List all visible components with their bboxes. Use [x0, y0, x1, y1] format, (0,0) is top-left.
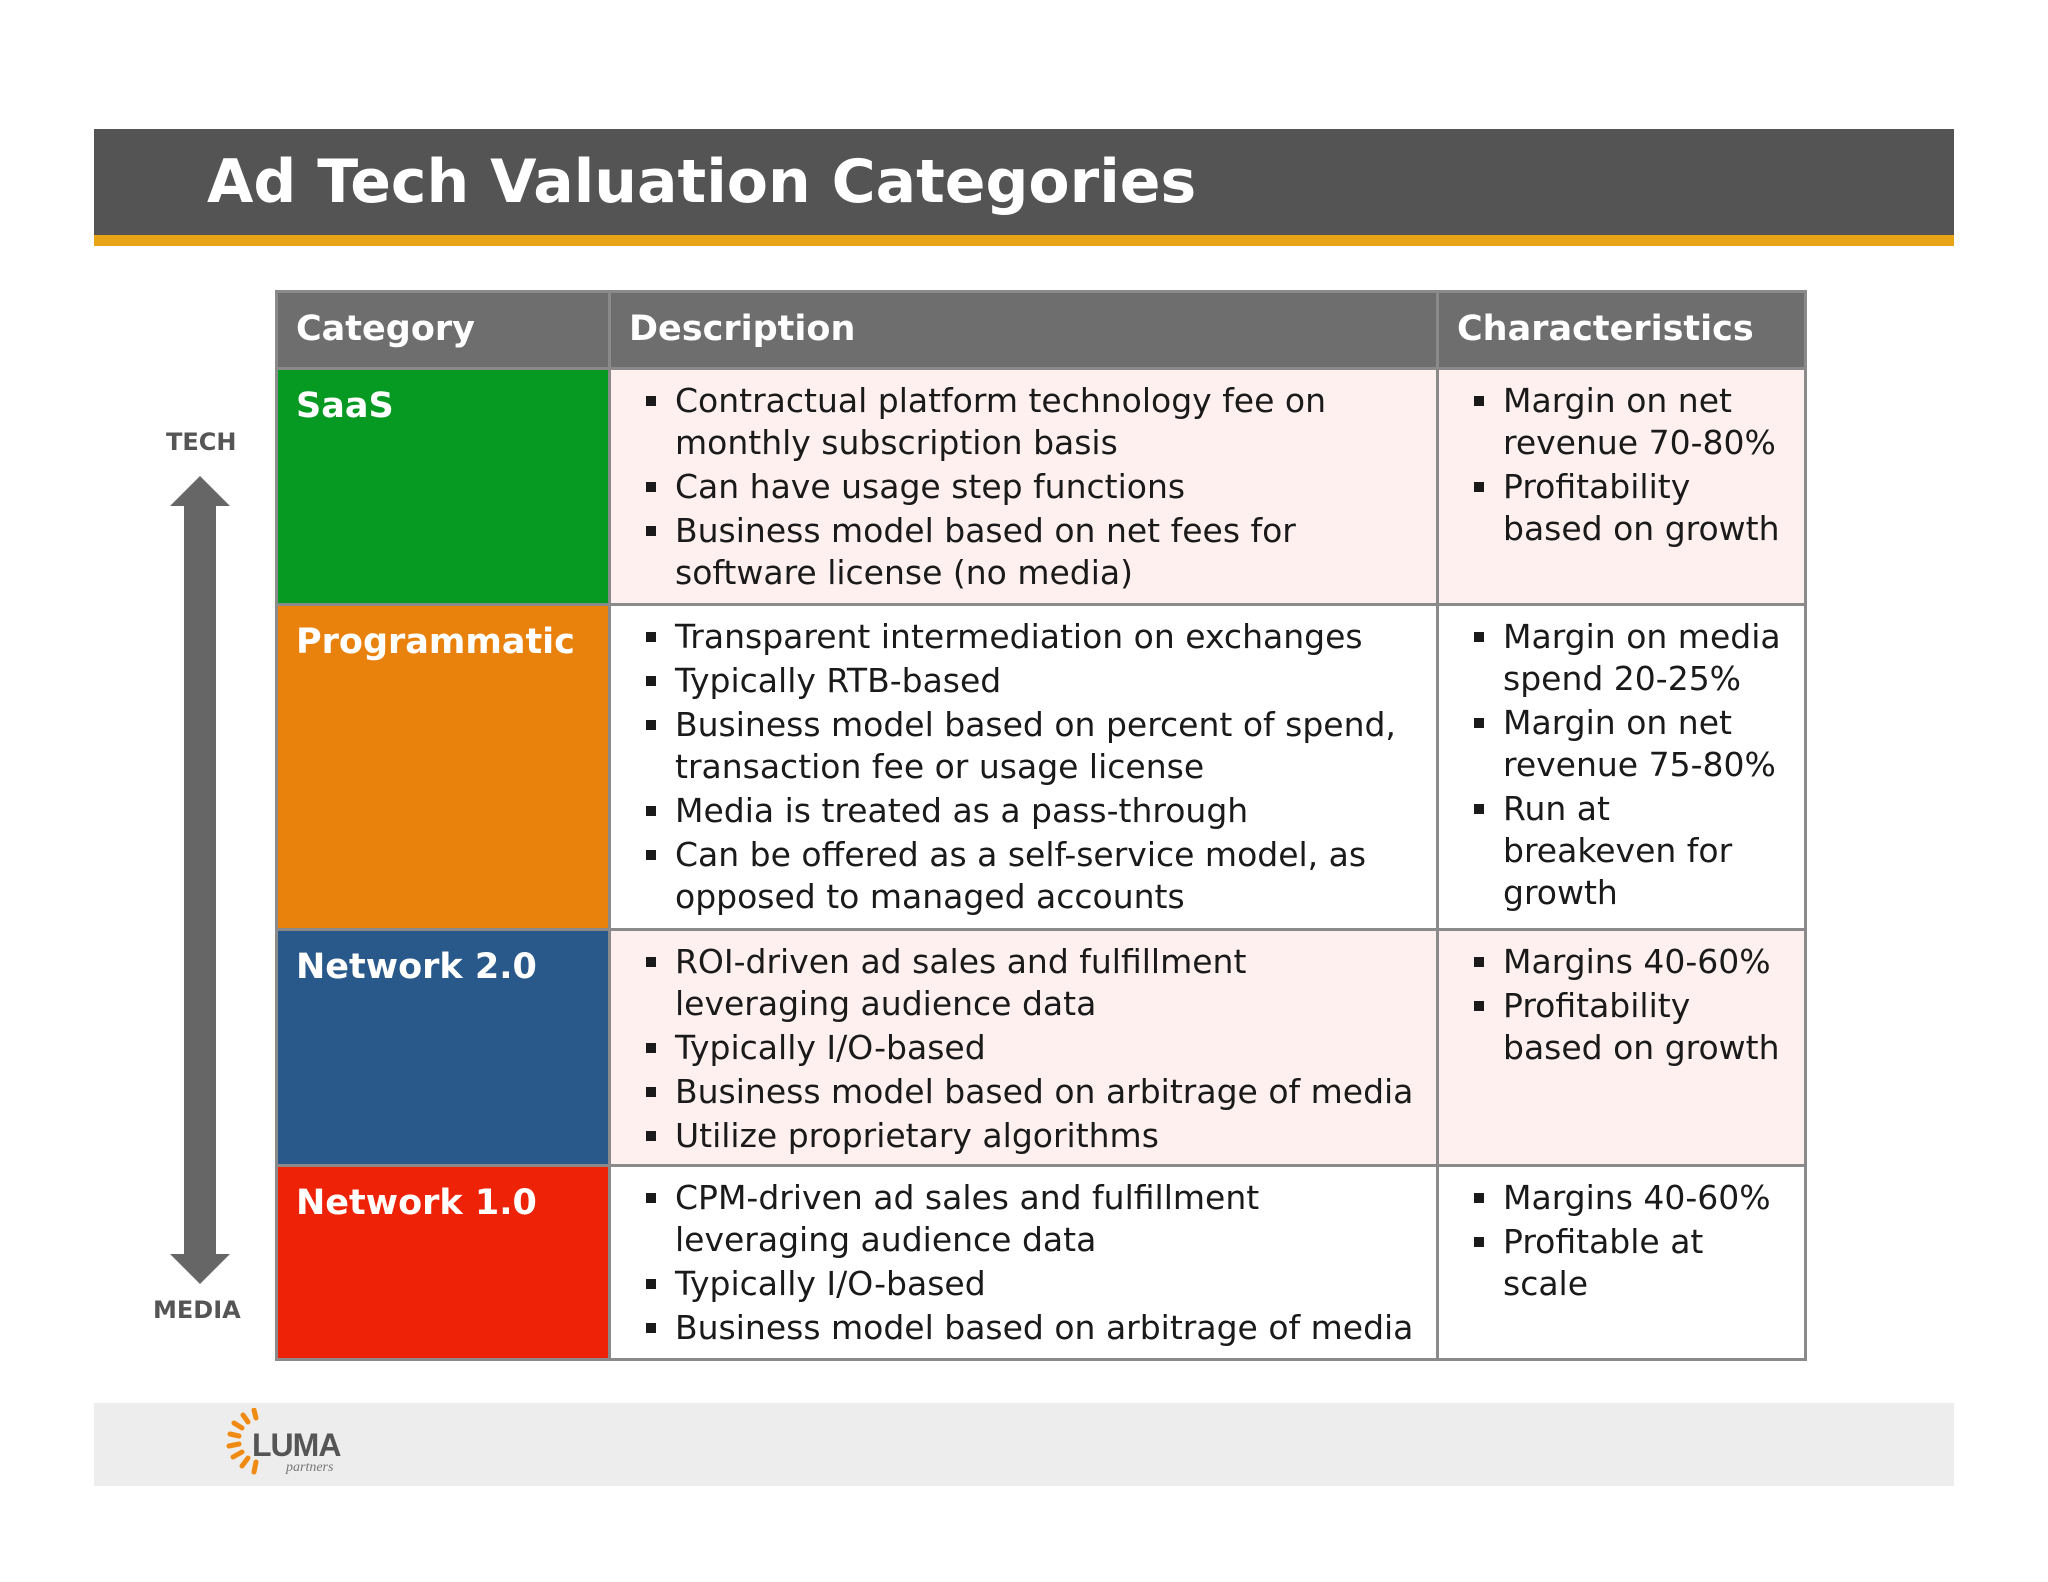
- luma-sunburst-logo-icon: [226, 1408, 259, 1475]
- description-item: Business model based on arbitrage of med…: [629, 1071, 1422, 1113]
- description-item: Can have usage step functions: [629, 466, 1422, 508]
- table-row: SaaS Contractual platform technology fee…: [275, 367, 1807, 606]
- description-item: Business model based on arbitrage of med…: [629, 1307, 1422, 1349]
- characteristic-item: Run at breakeven for growth: [1457, 788, 1790, 914]
- characteristic-item: Margins 40-60%: [1457, 1177, 1790, 1219]
- table-row: Network 2.0 ROI-driven ad sales and fulf…: [275, 928, 1807, 1167]
- description-item: Typically RTB-based: [629, 660, 1422, 702]
- description-cell: ROI-driven ad sales and fulfillment leve…: [608, 928, 1439, 1167]
- characteristic-item: Margins 40-60%: [1457, 941, 1790, 983]
- description-item: Can be offered as a self-service model, …: [629, 834, 1422, 918]
- title-accent-line: [94, 235, 1954, 246]
- characteristic-item: Margin on media spend 20-25%: [1457, 616, 1790, 700]
- characteristic-item: Profitability based on growth: [1457, 466, 1790, 550]
- double-arrow-icon: [170, 476, 230, 1284]
- characteristic-item: Margin on net revenue 70-80%: [1457, 380, 1790, 464]
- characteristic-item: Profitability based on growth: [1457, 985, 1790, 1069]
- header-category: Category: [275, 290, 611, 370]
- characteristics-cell: Margin on media spend 20-25% Margin on n…: [1436, 603, 1807, 931]
- category-network-2: Network 2.0: [275, 928, 611, 1167]
- characteristics-cell: Margins 40-60% Profitability based on gr…: [1436, 928, 1807, 1167]
- axis-label-media: MEDIA: [153, 1296, 241, 1324]
- title-bar: [94, 129, 1954, 235]
- header-characteristics: Characteristics: [1436, 290, 1807, 370]
- valuation-table: Category Description Characteristics Saa…: [275, 290, 1807, 1361]
- description-item: CPM-driven ad sales and fulfillment leve…: [629, 1177, 1422, 1261]
- description-item: Contractual platform technology fee on m…: [629, 380, 1422, 464]
- header-description: Description: [608, 290, 1439, 370]
- description-item: Business model based on net fees for sof…: [629, 510, 1422, 594]
- category-network-1: Network 1.0: [275, 1164, 611, 1361]
- description-item: Typically I/O-based: [629, 1027, 1422, 1069]
- slide-title: Ad Tech Valuation Categories: [207, 147, 1197, 217]
- axis-label-tech: TECH: [166, 428, 237, 456]
- table-row: Programmatic Transparent intermediation …: [275, 603, 1807, 931]
- logo-text: LUMA: [252, 1427, 341, 1463]
- footer-bar: [94, 1403, 1954, 1486]
- logo-subtext: partners: [286, 1460, 334, 1475]
- description-item: Transparent intermediation on exchanges: [629, 616, 1422, 658]
- description-item: Typically I/O-based: [629, 1263, 1422, 1305]
- characteristics-cell: Margin on net revenue 70-80% Profitabili…: [1436, 367, 1807, 606]
- description-item: Utilize proprietary algorithms: [629, 1115, 1422, 1157]
- description-cell: Transparent intermediation on exchanges …: [608, 603, 1439, 931]
- description-cell: CPM-driven ad sales and fulfillment leve…: [608, 1164, 1439, 1361]
- description-item: Business model based on percent of spend…: [629, 704, 1422, 788]
- category-saas: SaaS: [275, 367, 611, 606]
- characteristic-item: Profitable at scale: [1457, 1221, 1790, 1305]
- characteristic-item: Margin on net revenue 75-80%: [1457, 702, 1790, 786]
- table-row: Network 1.0 CPM-driven ad sales and fulf…: [275, 1164, 1807, 1361]
- description-item: Media is treated as a pass-through: [629, 790, 1422, 832]
- table-header-row: Category Description Characteristics: [275, 290, 1807, 370]
- description-cell: Contractual platform technology fee on m…: [608, 367, 1439, 606]
- category-programmatic: Programmatic: [275, 603, 611, 931]
- characteristics-cell: Margins 40-60% Profitable at scale: [1436, 1164, 1807, 1361]
- description-item: ROI-driven ad sales and fulfillment leve…: [629, 941, 1422, 1025]
